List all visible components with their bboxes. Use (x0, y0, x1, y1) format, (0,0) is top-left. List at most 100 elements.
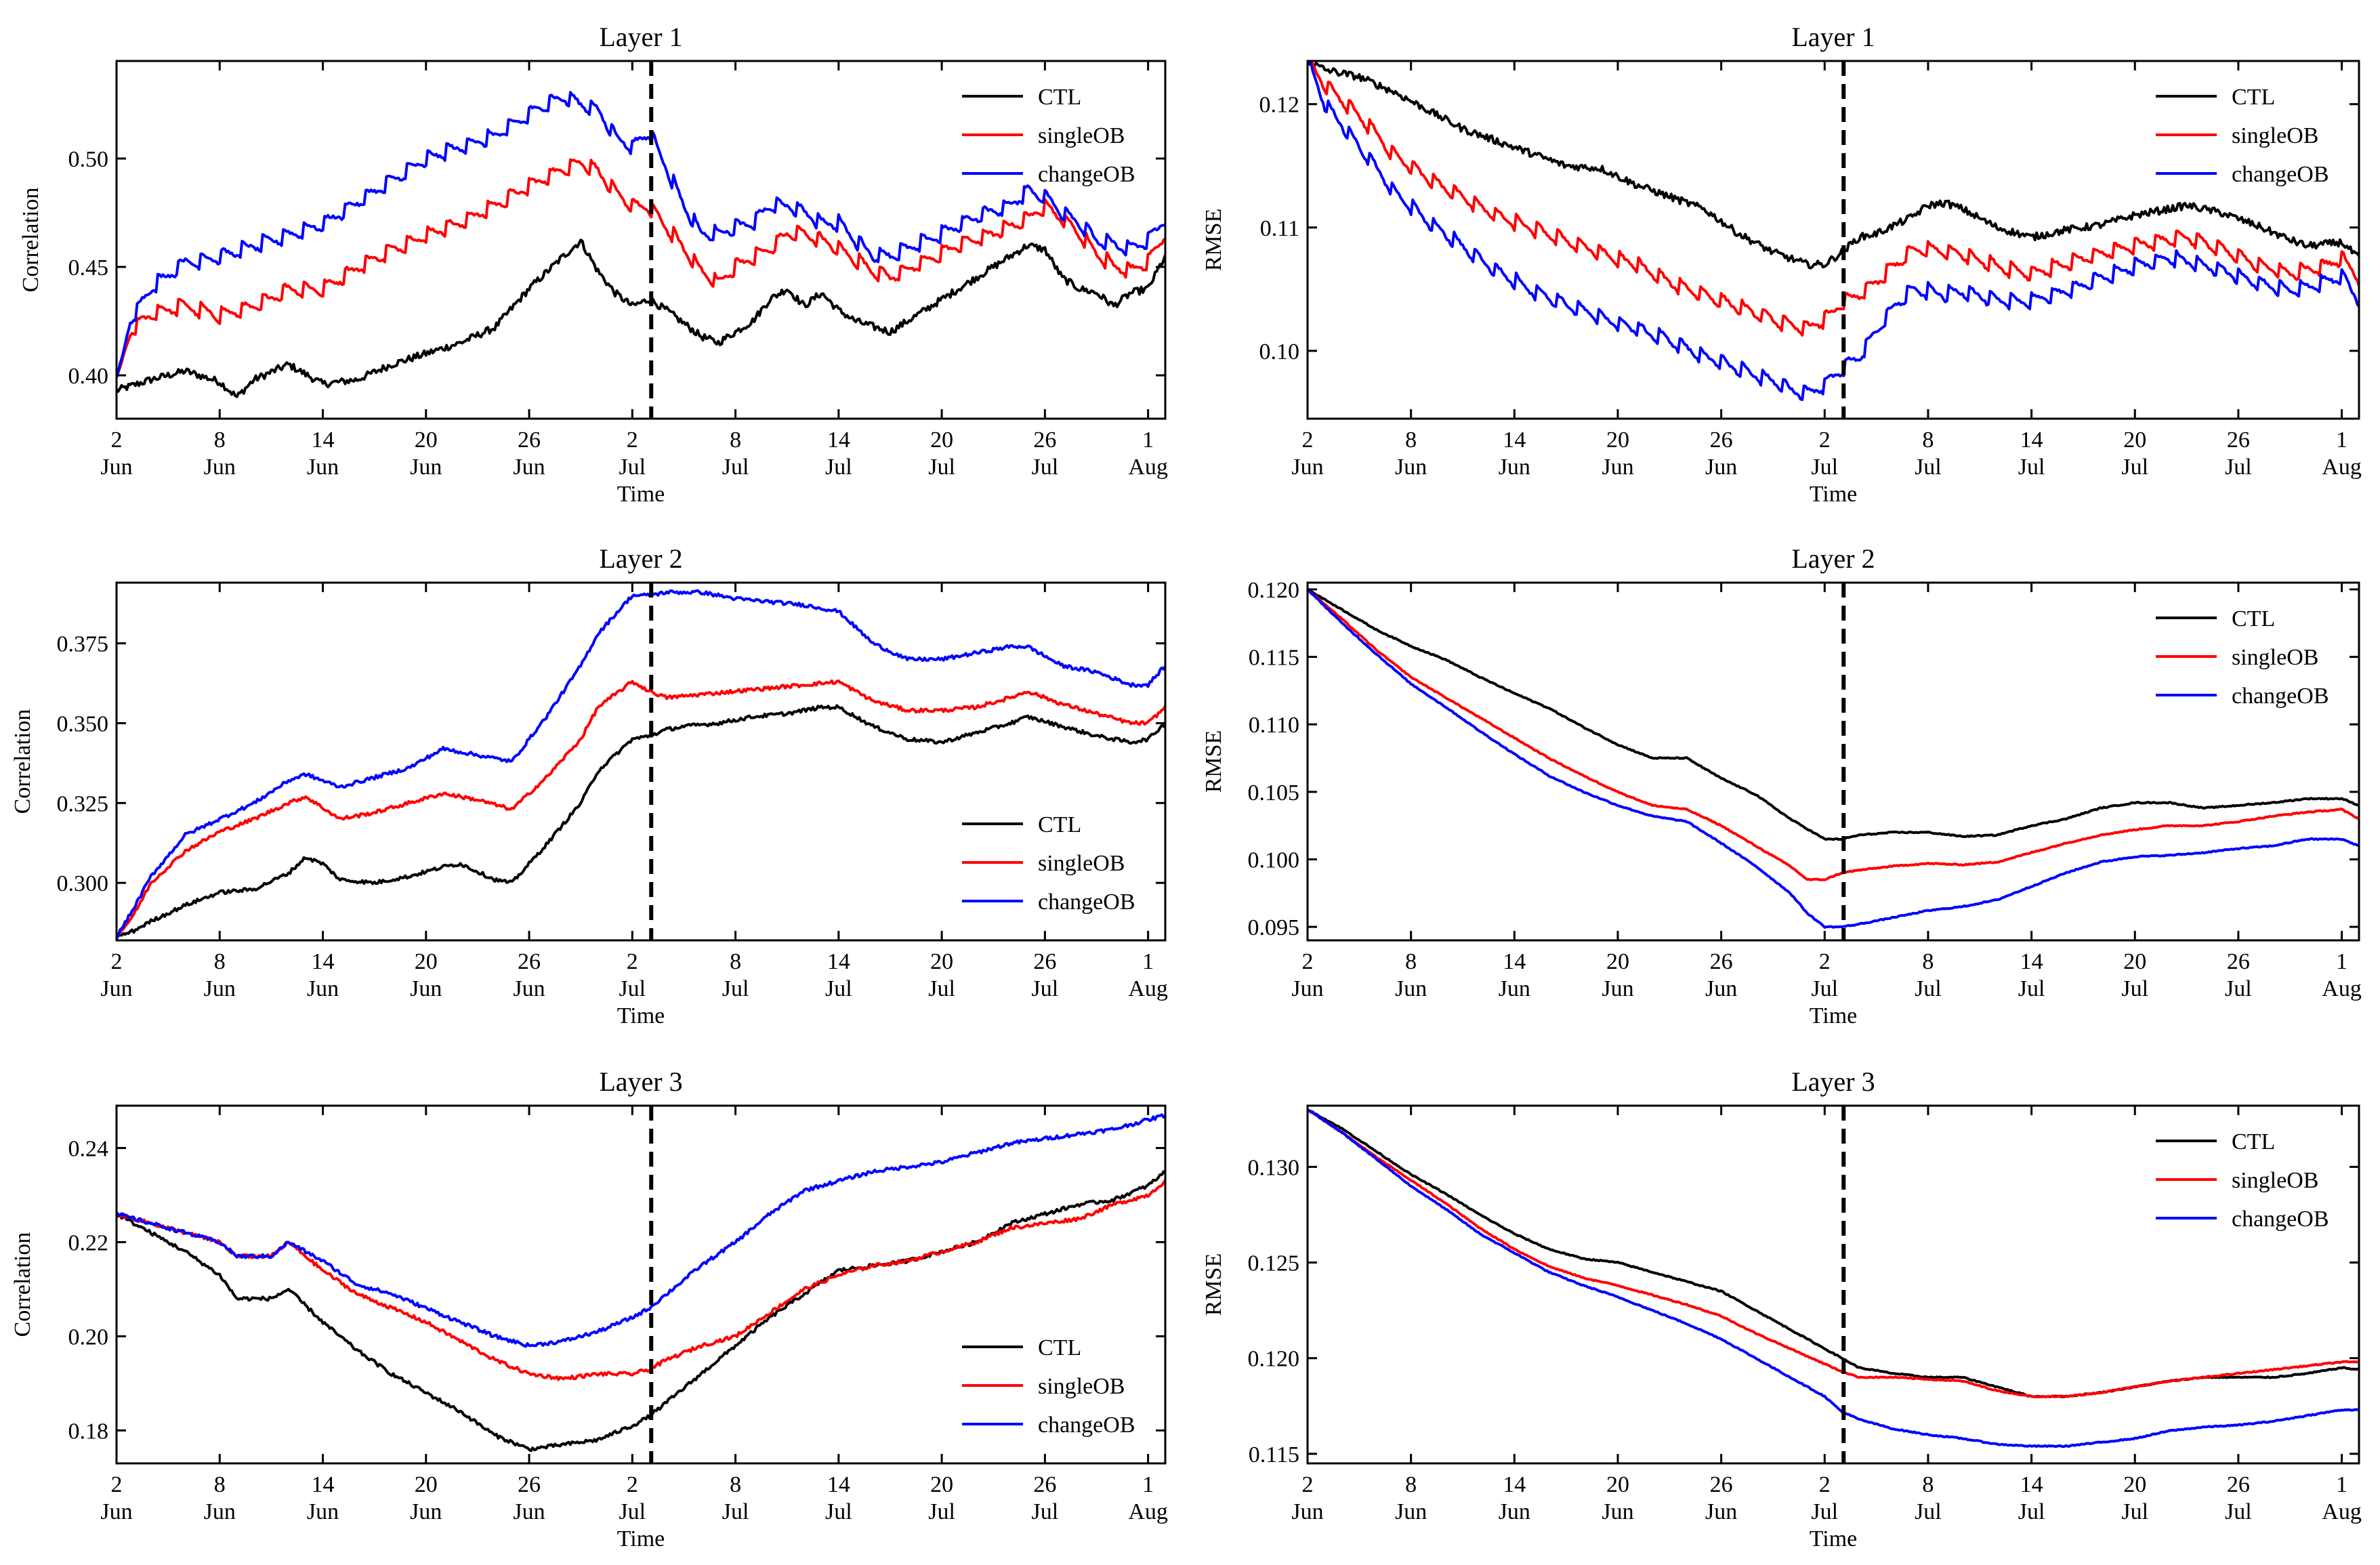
x-tick-label: 14 (827, 1472, 850, 1497)
x-tick-month-label: Aug (2322, 976, 2362, 1001)
plot-frame (115, 581, 1167, 942)
y-tick-label: 0.110 (1249, 713, 1299, 738)
series-line-singleOB (1310, 61, 2359, 337)
series-line-changeOB (117, 589, 1165, 940)
series-line-changeOB (1308, 1108, 2359, 1448)
x-tick-month-label: Jul (1915, 976, 1942, 1001)
y-tick-label: 0.095 (1248, 915, 1300, 940)
x-tick-month-label: Jun (1291, 976, 1323, 1001)
x-tick-label: 20 (2123, 427, 2146, 453)
plot-frame (1306, 60, 2360, 420)
y-axis-label: Correlation (18, 188, 43, 293)
chart-title: Layer 2 (1791, 543, 1875, 574)
x-tick-month-label: Jul (2225, 1499, 2252, 1524)
x-tick-month-label: Jun (1602, 976, 1633, 1001)
series-line-CTL (117, 238, 1165, 398)
x-tick-label: 14 (1503, 949, 1526, 974)
x-tick-month-label: Jul (2225, 976, 2252, 1001)
x-tick-label: 2 (111, 1472, 123, 1497)
x-tick-month-label: Jun (513, 1499, 545, 1524)
x-tick-month-label: Jul (2121, 1499, 2148, 1524)
y-axis-label: Correlation (10, 709, 35, 814)
x-tick-month-label: Jun (100, 1499, 132, 1524)
x-tick-label: 2 (1819, 1472, 1831, 1497)
x-tick-label: 26 (518, 1472, 541, 1497)
x-tick-label: 26 (2227, 949, 2250, 974)
x-tick-month-label: Jul (928, 1499, 955, 1524)
x-tick-month-label: Jun (410, 976, 442, 1001)
y-tick-label: 0.120 (1248, 578, 1300, 603)
legend-label-singleOB: singleOB (2232, 123, 2318, 148)
x-tick-label: 1 (2336, 1472, 2347, 1497)
x-tick-label: 20 (930, 949, 953, 974)
legend-label-CTL: CTL (2232, 1129, 2275, 1154)
y-tick-label: 0.40 (68, 364, 109, 389)
y-tick-label: 0.115 (1249, 1442, 1299, 1467)
chart-title: Layer 3 (1791, 1066, 1875, 1097)
legend: CTL singleOB changeOB (962, 812, 1135, 915)
x-tick-month-label: Aug (2322, 1499, 2362, 1524)
y-tick-label: 0.120 (1248, 1347, 1300, 1372)
legend-label-singleOB: singleOB (1038, 1374, 1125, 1399)
chart-panel-2: 2Jun8Jun14Jun20Jun26Jun2Jul8Jul14Jul20Ju… (1201, 22, 2362, 507)
x-tick-label: 26 (1033, 949, 1056, 974)
x-tick-label: 2 (1819, 427, 1831, 453)
x-tick-month-label: Jun (100, 976, 132, 1001)
legend-label-singleOB: singleOB (2232, 645, 2318, 670)
legend-label-CTL: CTL (2232, 606, 2275, 631)
x-tick-month-label: Aug (1128, 455, 1168, 480)
series-line-changeOB (117, 1113, 1165, 1348)
legend: CTL singleOB changeOB (2156, 85, 2329, 187)
series-line-singleOB (1308, 1108, 2359, 1398)
x-tick-label: 1 (2336, 427, 2347, 453)
x-tick-month-label: Jun (1602, 1499, 1633, 1524)
x-tick-month-label: Jul (619, 976, 646, 1001)
series-line-singleOB (117, 158, 1165, 377)
x-tick-label: 20 (415, 949, 438, 974)
x-tick-month-label: Jun (410, 455, 442, 480)
x-tick-month-label: Jun (1705, 455, 1737, 480)
x-tick-month-label: Jul (1811, 976, 1838, 1001)
legend-label-changeOB: changeOB (1038, 1413, 1135, 1438)
x-tick-month-label: Jun (1395, 1499, 1427, 1524)
x-tick-month-label: Jun (1499, 1499, 1530, 1524)
series-line-changeOB (117, 91, 1165, 378)
legend-label-changeOB: changeOB (2232, 162, 2329, 187)
x-tick-label: 26 (1033, 1472, 1056, 1497)
x-tick-label: 14 (1503, 427, 1526, 453)
legend-label-changeOB: changeOB (2232, 684, 2329, 709)
legend-label-CTL: CTL (1038, 85, 1081, 110)
x-tick-month-label: Jul (619, 455, 646, 480)
legend-label-changeOB: changeOB (1038, 162, 1135, 187)
x-tick-label: 8 (1922, 427, 1934, 453)
y-tick-label: 0.130 (1248, 1155, 1300, 1180)
x-tick-month-label: Jun (513, 455, 545, 480)
x-tick-month-label: Jul (2018, 976, 2045, 1001)
x-tick-month-label: Jul (1915, 1499, 1942, 1524)
x-tick-label: 26 (1710, 949, 1733, 974)
x-tick-month-label: Jul (1811, 455, 1838, 480)
y-tick-label: 0.100 (1248, 848, 1300, 873)
x-tick-month-label: Jul (928, 455, 955, 480)
x-tick-label: 14 (312, 427, 335, 453)
x-tick-label: 1 (1142, 1472, 1154, 1497)
x-tick-month-label: Jul (2225, 455, 2252, 480)
x-tick-month-label: Jun (204, 1499, 236, 1524)
x-tick-label: 2 (1302, 1472, 1314, 1497)
plot-frame (1306, 1104, 2360, 1465)
x-tick-label: 8 (1405, 949, 1417, 974)
chart-panel-3: 2Jun8Jun14Jun20Jun26Jun2Jul8Jul14Jul20Ju… (10, 543, 1168, 1028)
series-line-CTL (117, 704, 1165, 939)
x-axis-label: Time (1810, 482, 1858, 507)
x-tick-label: 1 (2336, 949, 2347, 974)
x-tick-month-label: Jun (1499, 455, 1530, 480)
x-tick-label: 20 (2123, 949, 2146, 974)
series-line-changeOB (1308, 588, 2359, 929)
x-tick-label: 14 (2020, 1472, 2043, 1497)
x-tick-month-label: Jul (2018, 1499, 2045, 1524)
y-axis-label: RMSE (1201, 730, 1226, 793)
x-tick-label: 2 (627, 1472, 638, 1497)
x-tick-label: 8 (214, 1472, 226, 1497)
x-tick-month-label: Jul (1032, 455, 1059, 480)
legend: CTL singleOB changeOB (962, 1335, 1135, 1438)
